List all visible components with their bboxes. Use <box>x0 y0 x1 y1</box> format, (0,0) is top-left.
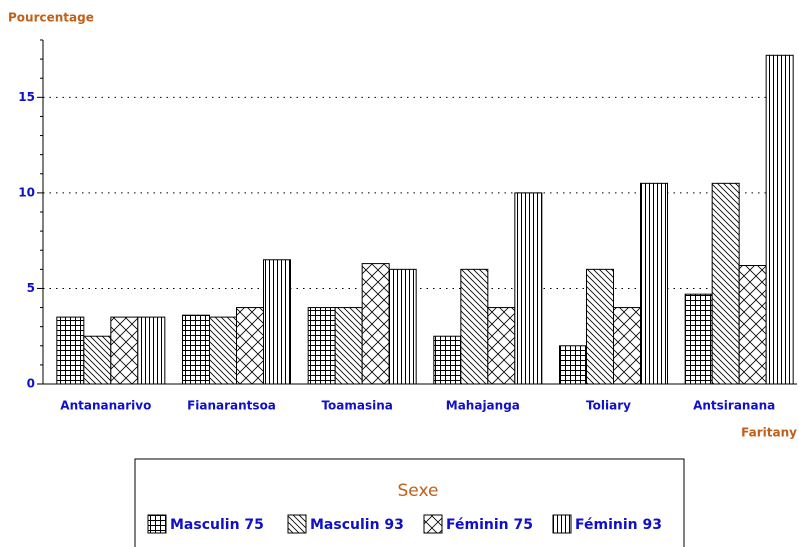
bar <box>334 307 363 385</box>
y-tick-label: 0 <box>27 377 35 391</box>
y-tick-label: 15 <box>18 90 35 104</box>
bar <box>209 316 237 385</box>
bar <box>182 314 210 385</box>
x-tick-label: Antananarivo <box>60 399 151 413</box>
bar <box>738 265 767 385</box>
bar <box>137 316 166 385</box>
bar <box>56 316 85 385</box>
x-tick-label: Mahajanga <box>446 399 520 413</box>
bar <box>559 345 587 385</box>
bar <box>613 307 641 385</box>
bar <box>460 268 489 385</box>
bar <box>110 316 139 385</box>
legend-label: Féminin 75 <box>446 517 533 533</box>
bar <box>684 293 713 385</box>
bar <box>487 307 516 385</box>
bar <box>83 335 112 385</box>
legend-swatch <box>287 514 307 534</box>
bar <box>236 307 264 385</box>
legend-title: Sexe <box>398 481 439 501</box>
bar <box>361 263 390 385</box>
bar <box>307 307 336 385</box>
bar <box>433 335 462 385</box>
legend-label: Masculin 75 <box>170 517 264 533</box>
bar <box>711 182 740 385</box>
legend-swatch <box>552 514 572 534</box>
legend-label: Masculin 93 <box>310 517 404 533</box>
y-tick-label: 5 <box>27 281 35 295</box>
legend-label: Féminin 93 <box>575 517 662 533</box>
x-tick-label: Toliary <box>586 399 631 413</box>
x-axis-label: Faritany <box>741 426 797 440</box>
bar <box>388 268 417 385</box>
bar <box>263 259 291 385</box>
x-tick-label: Fianarantsoa <box>187 399 276 413</box>
bar <box>586 268 614 385</box>
x-tick-label: Toamasina <box>321 399 392 413</box>
legend-swatch <box>147 514 167 534</box>
bar <box>514 192 543 385</box>
y-tick-label: 10 <box>18 185 35 199</box>
legend-box <box>134 458 685 547</box>
x-tick-label: Antsiranana <box>693 399 775 413</box>
bar <box>765 54 794 385</box>
legend-swatch <box>423 514 443 534</box>
bar <box>640 182 668 385</box>
y-axis-label: Pourcentage <box>8 11 94 25</box>
